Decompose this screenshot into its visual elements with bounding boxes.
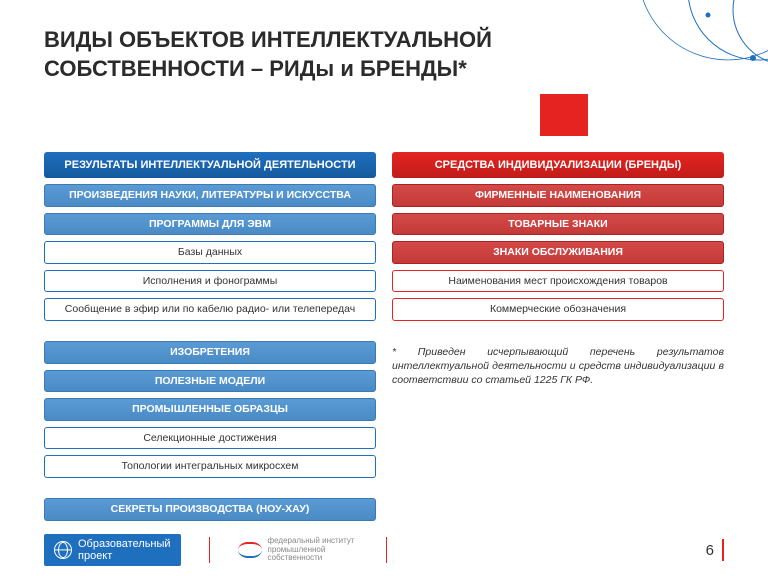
page-title: ВИДЫ ОБЪЕКТОВ ИНТЕЛЛЕКТУАЛЬНОЙ СОБСТВЕНН… <box>44 26 544 83</box>
right-header: СРЕДСТВА ИНДИВИДУАЛИЗАЦИИ (БРЕНДЫ) <box>392 152 724 178</box>
left-item: Топологии интегральных микросхем <box>44 455 376 478</box>
left-item: Селекционные достижения <box>44 427 376 450</box>
column-right: СРЕДСТВА ИНДИВИДУАЛИЗАЦИИ (БРЕНДЫ) ФИРМЕ… <box>392 152 724 521</box>
logo-edu-project: Образовательный проект <box>44 534 181 566</box>
corner-decoration <box>608 0 768 100</box>
left-item: ПРОИЗВЕДЕНИЯ НАУКИ, ЛИТЕРАТУРЫ И ИСКУССТ… <box>44 184 376 207</box>
content-columns: РЕЗУЛЬТАТЫ ИНТЕЛЛЕКТУАЛЬНОЙ ДЕЯТЕЛЬНОСТИ… <box>44 152 724 521</box>
accent-square <box>540 94 588 136</box>
left-item: Исполнения и фонограммы <box>44 270 376 293</box>
right-item: ФИРМЕННЫЕ НАИМЕНОВАНИЯ <box>392 184 724 207</box>
left-item: Базы данных <box>44 241 376 264</box>
right-item: ТОВАРНЫЕ ЗНАКИ <box>392 213 724 236</box>
logo1-line2: проект <box>78 550 171 562</box>
page-number-bar <box>722 539 724 561</box>
column-left: РЕЗУЛЬТАТЫ ИНТЕЛЛЕКТУАЛЬНОЙ ДЕЯТЕЛЬНОСТИ… <box>44 152 376 521</box>
right-item: Наименования мест происхождения товаров <box>392 270 724 293</box>
globe-icon <box>54 541 72 559</box>
left-item: ПРОМЫШЛЕННЫЕ ОБРАЗЦЫ <box>44 398 376 421</box>
page-number: 6 <box>706 539 724 561</box>
footnote: * Приведен исчерпывающий перечень резуль… <box>392 345 724 388</box>
logo1-line1: Образовательный <box>78 538 171 550</box>
left-header: РЕЗУЛЬТАТЫ ИНТЕЛЛЕКТУАЛЬНОЙ ДЕЯТЕЛЬНОСТИ <box>44 152 376 178</box>
logo2-text: федеральный институт промышленной собств… <box>268 537 358 563</box>
right-item: ЗНАКИ ОБСЛУЖИВАНИЯ <box>392 241 724 264</box>
left-item: ИЗОБРЕТЕНИЯ <box>44 341 376 364</box>
logo-fips: федеральный институт промышленной собств… <box>238 537 358 563</box>
page-number-value: 6 <box>706 542 714 559</box>
swoosh-icon <box>238 542 262 558</box>
left-item: СЕКРЕТЫ ПРОИЗВОДСТВА (НОУ-ХАУ) <box>44 498 376 521</box>
footer-logos: Образовательный проект федеральный инсти… <box>44 534 397 566</box>
left-item: Сообщение в эфир или по кабелю радио- ил… <box>44 298 376 321</box>
footer-separator <box>209 537 210 563</box>
footer: Образовательный проект федеральный инсти… <box>44 534 724 566</box>
right-item: Коммерческие обозначения <box>392 298 724 321</box>
left-item: ПРОГРАММЫ ДЛЯ ЭВМ <box>44 213 376 236</box>
footer-separator <box>386 537 387 563</box>
left-item: ПОЛЕЗНЫЕ МОДЕЛИ <box>44 370 376 393</box>
